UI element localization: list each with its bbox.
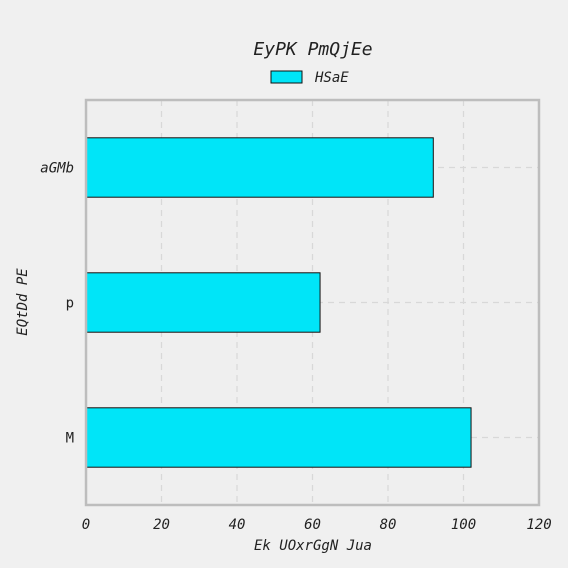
bar-agmb: [85, 137, 434, 198]
legend-label-hsae: HSaE: [314, 70, 349, 86]
legend: HSaE: [270, 70, 349, 86]
x-tick-label: 20: [153, 517, 170, 533]
y-tick-label: aGMb: [40, 161, 74, 177]
y-axis-label: EQtDd PE: [15, 268, 31, 336]
x-tick-label: 0: [82, 517, 90, 533]
x-tick-label: 40: [229, 517, 246, 533]
plot-frame: [84, 98, 541, 507]
chart-title: EyPK PmQjEe: [253, 39, 372, 60]
x-tick-label: 60: [304, 517, 321, 533]
bar-m: [85, 407, 472, 468]
y-tick-label: p: [66, 296, 74, 312]
x-tick-label: 120: [526, 517, 551, 533]
x-tick-label: 100: [451, 517, 476, 533]
x-axis-label: Ek UOxrGgN Jua: [254, 538, 372, 554]
y-tick-label: M: [66, 431, 74, 447]
legend-swatch-hsae: [270, 70, 303, 84]
x-tick-label: 80: [380, 517, 397, 533]
y-axis-ticks: aGMb p M: [40, 161, 74, 447]
x-axis-ticks: 0 20 40 60 80 100 120: [82, 517, 552, 533]
bar-p: [85, 272, 321, 333]
bars: [85, 137, 472, 468]
